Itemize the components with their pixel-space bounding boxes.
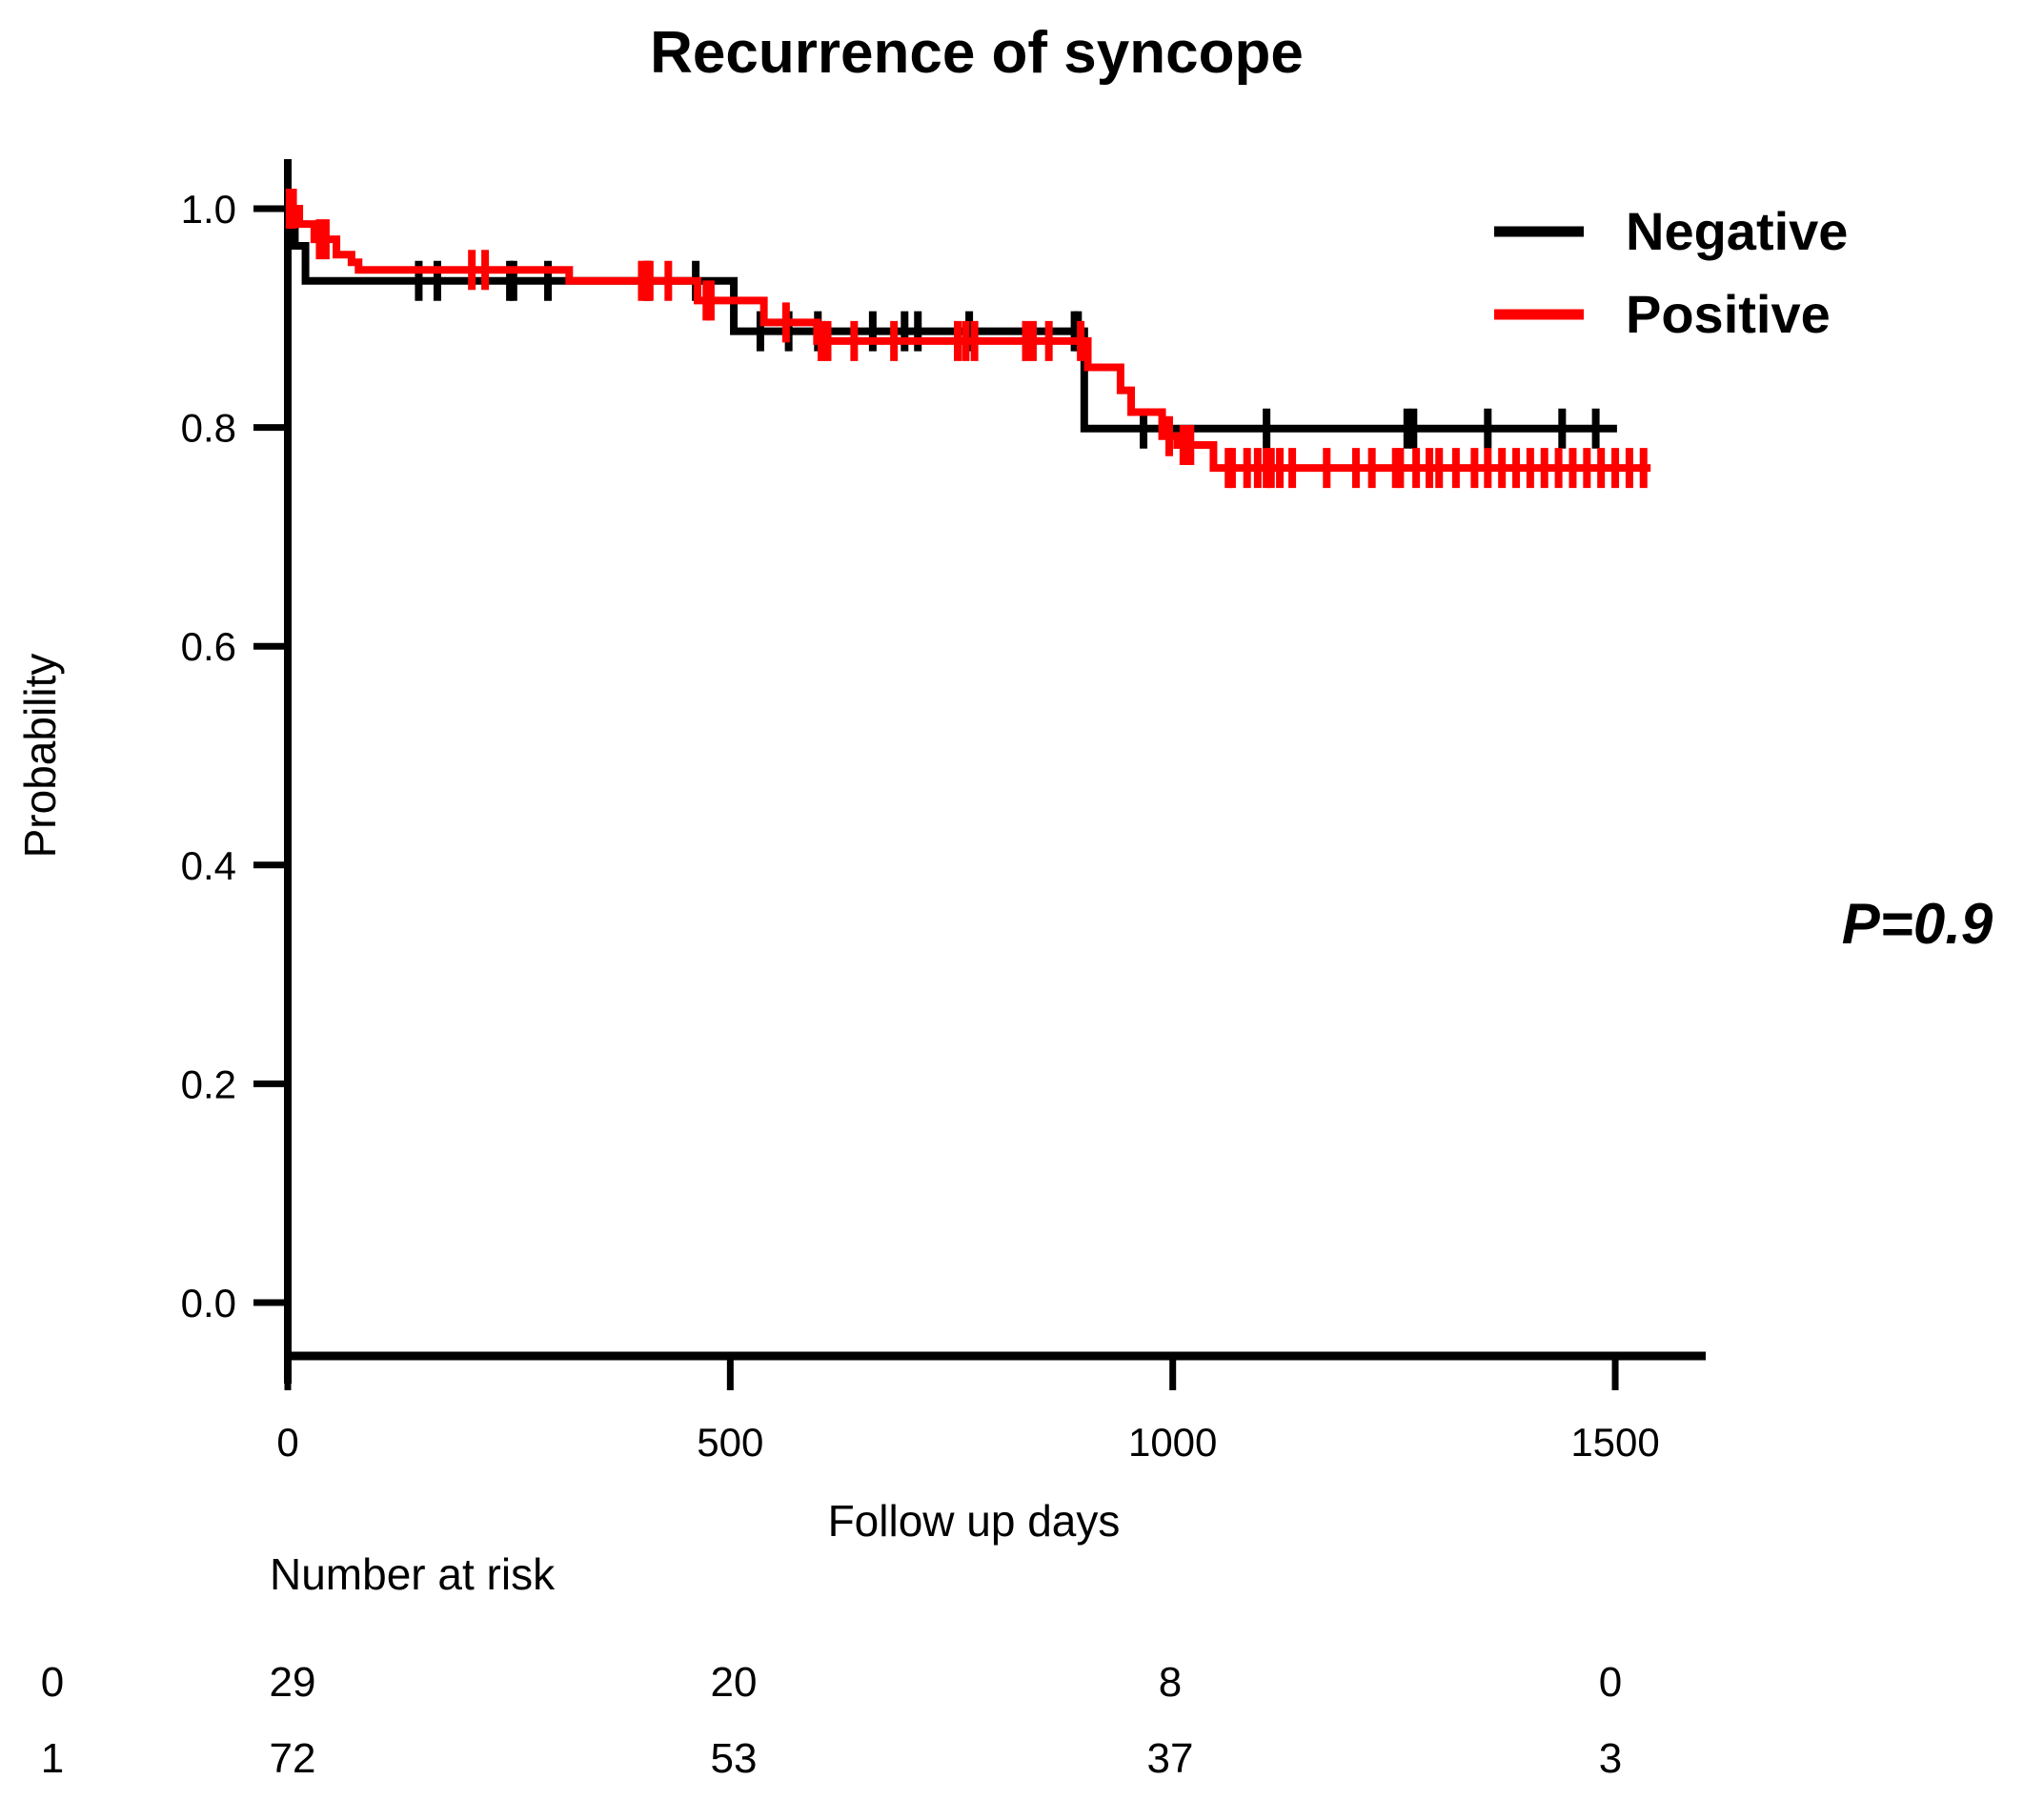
chart-title: Recurrence of syncope <box>650 20 1304 86</box>
x-tick-label: 1500 <box>1570 1420 1659 1465</box>
x-tick-label: 0 <box>276 1420 298 1465</box>
risk-row0-col1: 20 <box>711 1659 758 1706</box>
km-curve-negative <box>288 205 1617 433</box>
axes: 1.0 0.8 0.6 0.4 0.2 0.0 0 500 1000 1500 <box>181 159 1706 1465</box>
y-tick-label: 0.6 <box>181 624 236 669</box>
risk-row1-col2: 37 <box>1147 1735 1194 1782</box>
risk-table: Number at risk 0 29 20 8 0 1 72 53 37 3 <box>41 1549 1622 1782</box>
x-tick-label: 500 <box>697 1420 763 1465</box>
km-curve-positive <box>288 205 1651 473</box>
y-tick-label: 0.4 <box>181 843 236 888</box>
risk-row1-label: 1 <box>41 1735 64 1782</box>
x-tick-label: 1000 <box>1128 1420 1217 1465</box>
p-value-annotation: P=0.9 <box>1842 892 1993 956</box>
legend-label-negative: Negative <box>1626 201 1848 261</box>
risk-row1-col3: 3 <box>1599 1735 1622 1782</box>
legend: Negative Positive <box>1494 201 1848 344</box>
y-tick-label: 0.8 <box>181 406 236 451</box>
risk-table-heading: Number at risk <box>270 1549 556 1599</box>
risk-row0-col3: 0 <box>1599 1659 1622 1706</box>
risk-row1-col1: 53 <box>711 1735 758 1782</box>
x-axis-label: Follow up days <box>828 1496 1121 1546</box>
risk-row1-col0: 72 <box>270 1735 316 1782</box>
y-tick-label: 1.0 <box>181 187 236 232</box>
y-tick-label: 0.0 <box>181 1281 236 1325</box>
y-tick-label: 0.2 <box>181 1062 236 1106</box>
risk-row0-label: 0 <box>41 1659 64 1706</box>
risk-row0-col0: 29 <box>270 1659 316 1706</box>
y-axis-label: Probability <box>15 654 65 859</box>
risk-row0-col2: 8 <box>1159 1659 1182 1706</box>
series-curves <box>285 189 1651 489</box>
legend-label-positive: Positive <box>1626 284 1831 344</box>
